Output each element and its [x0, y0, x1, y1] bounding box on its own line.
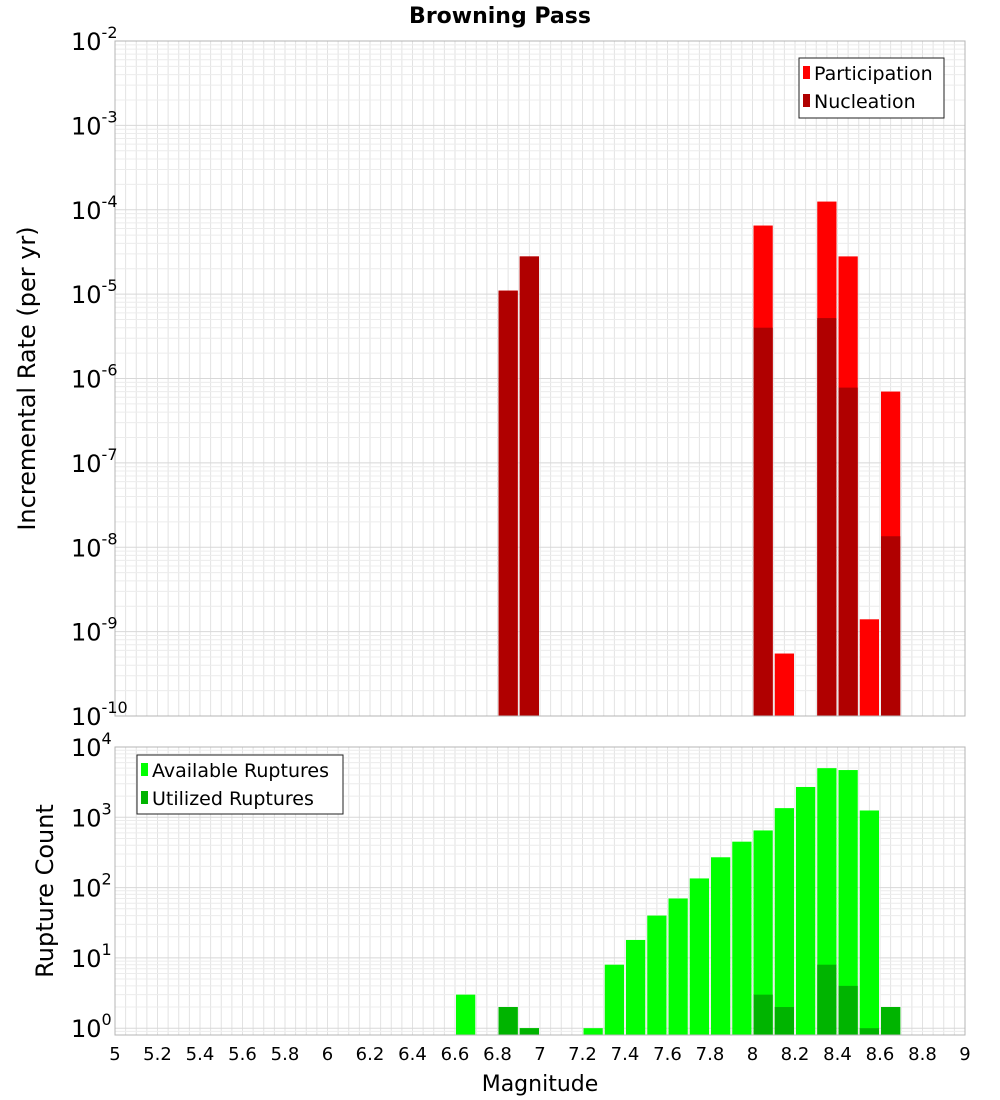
count-bar-secondary: [817, 964, 837, 1035]
x-tick-label: 7.6: [653, 1044, 682, 1065]
rate-plot-y-ticks: 10-10 10-9 10-8 10-7 10-6 10-5 10-4 10-3 10-2: [71, 23, 128, 731]
x-tick-label: 5.4: [186, 1044, 215, 1065]
count-bar-primary: [668, 898, 688, 1035]
count-bar-primary: [626, 939, 646, 1035]
legend-box: [798, 57, 945, 119]
x-tick-label: 8: [747, 1044, 758, 1065]
x-tick-label: 8.8: [908, 1044, 937, 1065]
count-plot-frame: [114, 746, 966, 1036]
legend-label: Participation: [814, 63, 933, 85]
rate-plot-frame: [114, 40, 966, 717]
x-tick-label: 5.2: [143, 1044, 172, 1065]
legend-swatch: [803, 66, 810, 79]
count-bar-primary: [647, 915, 667, 1035]
legend-label: Available Ruptures: [152, 760, 329, 782]
plot-border: [114, 40, 966, 717]
count-plot-y-ticks: 100 101 102 103 104: [71, 729, 112, 1043]
count-bar-secondary: [881, 1007, 901, 1035]
y-tick-label: 10-2: [71, 23, 118, 56]
y-tick-label: 10-9: [71, 614, 118, 647]
y-tick-label: 10-3: [71, 107, 118, 140]
x-tick-label: 5: [109, 1044, 120, 1065]
x-axis-label: Magnitude: [482, 1072, 599, 1097]
count-bar-primary: [456, 994, 476, 1035]
x-tick-label: 5.6: [228, 1044, 257, 1065]
count-plot-bars: [456, 768, 901, 1035]
count-bar-primary: [604, 964, 624, 1035]
x-tick-label: 7.8: [696, 1044, 725, 1065]
count-bar-secondary: [753, 994, 773, 1035]
count-bar-secondary: [838, 985, 858, 1035]
count-plot-grid: [114, 746, 966, 1036]
rate-plot-grid: [114, 40, 966, 717]
x-tick-label: 6.6: [441, 1044, 470, 1065]
legend-swatch: [803, 94, 810, 107]
rate-plot-bars: [498, 201, 901, 716]
rate-bar-secondary: [753, 327, 773, 716]
count-bar-primary: [796, 786, 816, 1035]
y-tick-label: 101: [71, 940, 112, 973]
rate-bar-secondary: [519, 256, 539, 716]
count-plot: 100 101 102 103 104 5 5.2 5.4 5.6 5.8 6 6.2 6.4 6.6 6…: [31, 729, 971, 1097]
rate-bar-primary: [774, 653, 794, 716]
y-tick-label: 10-4: [71, 192, 118, 225]
x-tick-label: 8.2: [781, 1044, 810, 1065]
x-tick-label: 5.8: [271, 1044, 300, 1065]
rate-plot-y-axis-label: Incremental Rate (per yr): [13, 226, 41, 530]
count-bar-primary: [753, 830, 773, 1035]
count-plot-y-axis-label: Rupture Count: [31, 804, 59, 978]
y-tick-label: 104: [71, 729, 112, 762]
legend-swatch: [141, 763, 148, 776]
rate-plot-legend: Participation Nucleation: [798, 57, 945, 119]
x-tick-label: 6: [322, 1044, 333, 1065]
count-bar-primary: [711, 857, 731, 1035]
x-tick-label: 7.4: [611, 1044, 640, 1065]
rate-bar-secondary: [498, 290, 518, 716]
rate-bar-primary: [859, 619, 879, 716]
count-plot-x-ticks: 5 5.2 5.4 5.6 5.8 6 6.2 6.4 6.6 6.8 7 7.2 7.4 7.6 7.8 8…: [109, 1044, 970, 1065]
x-tick-label: 8.6: [866, 1044, 895, 1065]
count-bar-primary: [774, 808, 794, 1035]
plot-border: [114, 746, 966, 1036]
y-tick-label: 10-5: [71, 276, 118, 309]
y-tick-label: 10-7: [71, 445, 118, 478]
y-tick-label: 102: [71, 870, 112, 903]
x-tick-label: 9: [959, 1044, 970, 1065]
legend-swatch: [141, 791, 148, 804]
rate-bar-secondary: [817, 318, 837, 716]
y-tick-label: 103: [71, 799, 112, 832]
count-plot-legend: Available Ruptures Utilized Ruptures: [136, 754, 344, 815]
count-bar-secondary: [859, 1028, 879, 1035]
rate-bar-secondary: [881, 536, 901, 716]
count-bar-primary: [859, 810, 879, 1035]
y-tick-label: 100: [71, 1010, 112, 1043]
x-tick-label: 8.4: [823, 1044, 852, 1065]
x-tick-label: 7.2: [568, 1044, 597, 1065]
count-bar-secondary: [498, 1007, 518, 1035]
rate-plot: 10-10 10-9 10-8 10-7 10-6 10-5 10-4 10-3 10-2 In…: [13, 23, 966, 731]
y-tick-label: 10-10: [71, 698, 128, 731]
count-bar-primary: [838, 770, 858, 1035]
count-bar-primary: [583, 1028, 603, 1035]
legend-label: Utilized Ruptures: [152, 788, 314, 810]
count-bar-secondary: [774, 1007, 794, 1035]
rate-bar-secondary: [838, 387, 858, 716]
legend-label: Nucleation: [814, 91, 916, 113]
y-tick-label: 10-6: [71, 361, 118, 394]
x-tick-label: 6.4: [398, 1044, 427, 1065]
chart-title: Browning Pass: [409, 4, 591, 29]
count-bar-primary: [732, 841, 752, 1035]
x-tick-label: 7: [534, 1044, 545, 1065]
count-bar-secondary: [519, 1028, 539, 1035]
y-tick-label: 10-8: [71, 529, 118, 562]
x-tick-label: 6.8: [483, 1044, 512, 1065]
x-tick-label: 6.2: [356, 1044, 385, 1065]
count-bar-primary: [689, 878, 709, 1035]
legend-box: [136, 754, 344, 815]
